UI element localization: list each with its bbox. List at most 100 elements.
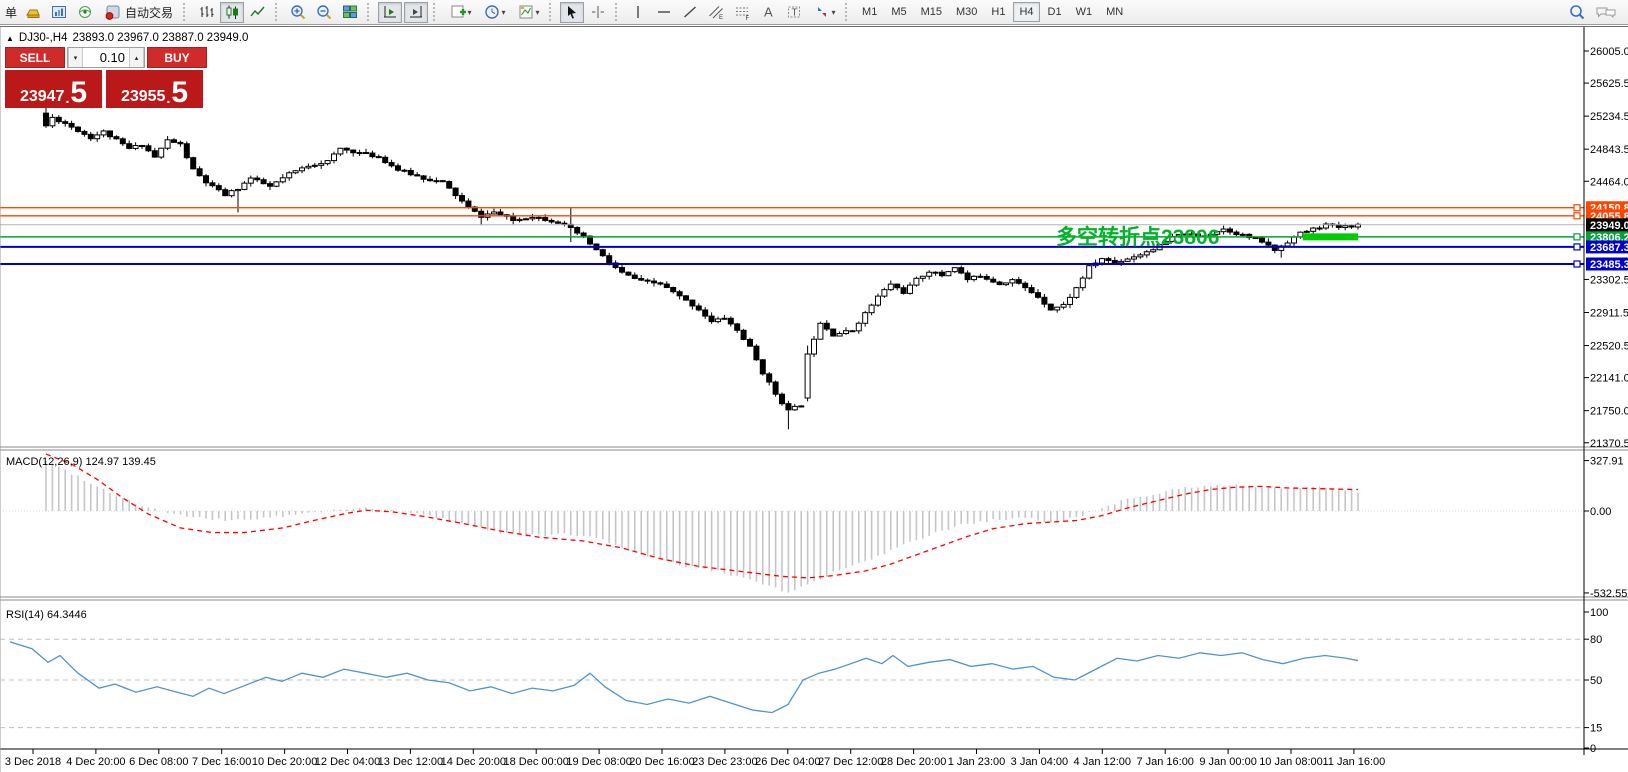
chart-background <box>0 27 1628 772</box>
svg-text:A: A <box>764 5 773 20</box>
periods-button[interactable]: ▾ <box>478 2 510 23</box>
buy-price[interactable]: 23955. 5 <box>106 70 203 108</box>
price-tag <box>1586 257 1628 271</box>
bar-chart-type-icon[interactable] <box>194 2 218 23</box>
volume-increase-button[interactable]: ▴ <box>129 48 144 67</box>
hline-objects-group[interactable] <box>0 204 1584 268</box>
timeframe-group: M1 M5 M15 M30 H1 H4 D1 W1 MN <box>855 2 1130 22</box>
vertical-line-tool-icon[interactable] <box>626 2 650 23</box>
chart-autoscroll-icon[interactable] <box>404 1 429 23</box>
toolbar-grip <box>183 3 189 21</box>
timeframe-W1[interactable]: W1 <box>1070 2 1099 22</box>
time-axis-label: 4 Dec 20:00 <box>66 756 125 768</box>
price-axis[interactable]: 26005.0 25625.5 25234.5 24843.5 24464.0 23302… <box>1584 46 1628 450</box>
timeframe-M5[interactable]: M5 <box>885 2 912 22</box>
price-axis-label: 26005.0 <box>1590 46 1628 58</box>
time-axis-label: 26 Dec 04:00 <box>755 756 820 768</box>
line-handle[interactable] <box>1573 212 1581 220</box>
line-handle[interactable] <box>1573 204 1581 212</box>
chart-title: ▲ DJ30-,H4 23893.0 23967.0 23887.0 23949… <box>6 32 248 44</box>
autotrade-button[interactable]: 自动交易 <box>99 2 178 23</box>
one-click-trading-panel: SELL ▾ 0.10 ▴ BUY 23947. 5 23955. 5 <box>5 47 207 108</box>
timeframe-H1[interactable]: H1 <box>985 2 1011 22</box>
rsi-axis-label: 15 <box>1590 723 1602 735</box>
price-axis-label: 25234.5 <box>1590 111 1628 123</box>
gold-bars-icon[interactable] <box>21 2 45 23</box>
trendline-tool-icon[interactable] <box>678 2 702 23</box>
timeframe-M1[interactable]: M1 <box>856 2 883 22</box>
volume-stepper: ▾ 0.10 ▴ <box>67 47 145 68</box>
time-axis-label: 9 Jan 00:00 <box>1199 756 1257 768</box>
price-axis-label: 25625.5 <box>1590 78 1628 90</box>
text-tool-icon[interactable]: A <box>756 2 780 23</box>
search-icon[interactable] <box>1565 2 1589 23</box>
line-chart-type-icon[interactable] <box>246 2 270 23</box>
time-axis[interactable]: 3 Dec 2018 4 Dec 20:00 6 Dec 08:00 7 Dec 16… <box>5 749 1385 768</box>
fibonacci-tool-icon[interactable]: F <box>730 2 754 23</box>
history-center-icon[interactable] <box>47 2 71 23</box>
rsi-axis-label: 0 <box>1590 743 1596 755</box>
sell-button[interactable]: SELL <box>5 47 65 68</box>
price-axis-label: 22911.5 <box>1590 307 1628 319</box>
templates-button[interactable]: ▾ <box>512 2 544 23</box>
chat-icon[interactable] <box>1591 2 1621 23</box>
tile-windows-icon[interactable] <box>338 2 362 23</box>
chart-shift-icon[interactable] <box>378 1 403 23</box>
line-handle[interactable] <box>1573 243 1581 251</box>
timeframe-M15[interactable]: M15 <box>915 2 948 22</box>
price-tag <box>1586 218 1628 232</box>
macd-axis-label: -532.55 <box>1590 588 1627 600</box>
arrows-tool-button[interactable]: ▾ <box>808 2 840 23</box>
zoom-out-icon[interactable] <box>312 2 336 23</box>
time-axis-label: 4 Jan 12:00 <box>1074 756 1132 768</box>
candlestick-chart-type-icon[interactable] <box>220 1 245 23</box>
timeframe-D1[interactable]: D1 <box>1042 2 1068 22</box>
caret-down-icon: ▾ <box>467 7 472 17</box>
new-order-button[interactable]: 单 <box>5 5 18 20</box>
time-axis-label: 7 Jan 16:00 <box>1136 756 1194 768</box>
chart-canvas[interactable]: 多空转折点23806 26005.0 25625.5 25234.5 24843.5 24… <box>0 27 1628 772</box>
crosshair-tool-icon[interactable] <box>586 2 610 23</box>
price-tag <box>1586 240 1628 254</box>
channel-tool-icon[interactable]: E <box>704 2 728 23</box>
chart-annotation-text[interactable]: 多空转折点23806 <box>1056 225 1219 249</box>
line-handle[interactable] <box>1573 260 1581 268</box>
toolbar-grip <box>433 3 439 21</box>
rsi-pane[interactable]: RSI(14) 64.3446 100 80 50 15 0 <box>0 607 1608 755</box>
buy-button[interactable]: BUY <box>147 47 207 68</box>
volume-input[interactable]: 0.10 <box>99 50 125 65</box>
svg-text:F: F <box>746 16 750 21</box>
price-tag-label: 23949.0 <box>1590 220 1628 232</box>
timeframe-M30[interactable]: M30 <box>950 2 983 22</box>
time-axis-label: 7 Dec 16:00 <box>192 756 251 768</box>
collapse-panel-toggle[interactable]: ▲ <box>6 33 14 43</box>
price-tag-label: 23485.3 <box>1590 259 1628 271</box>
horizontal-line-tool-icon[interactable] <box>652 2 676 23</box>
time-axis-label: 10 Jan 08:00 <box>1259 756 1323 768</box>
price-axis-label: 22520.5 <box>1590 341 1628 353</box>
timeframe-MN[interactable]: MN <box>1100 2 1129 22</box>
time-axis-label: 20 Dec 16:00 <box>629 756 694 768</box>
main-toolbar: 单 自动交易 ▾ ▾ ▾ E F A T ▾ M1 M5 M15 M30 H1 H4 D1 W… <box>0 0 1628 25</box>
macd-pane[interactable]: MACD(12,26,9) 124.97 139.45 327.91 0.00 -53… <box>0 453 1627 600</box>
volume-decrease-button[interactable]: ▾ <box>68 48 83 67</box>
ohlc-values: 23893.0 23967.0 23887.0 23949.0 <box>72 32 249 44</box>
rsi-axis-label: 100 <box>1590 607 1608 619</box>
line-handle[interactable] <box>1573 233 1581 241</box>
sell-price[interactable]: 23947. 5 <box>5 70 102 108</box>
new-chart-button[interactable]: ▾ <box>444 2 476 23</box>
time-axis-label: 11 Jan 16:00 <box>1323 756 1386 768</box>
text-label-tool-icon[interactable]: T <box>782 2 806 23</box>
time-axis-label: 19 Dec 08:00 <box>566 756 631 768</box>
svg-text:E: E <box>719 15 723 21</box>
price-axis-label: 24464.0 <box>1590 176 1628 188</box>
time-axis-label: 13 Dec 12:00 <box>378 756 443 768</box>
timeframe-H4[interactable]: H4 <box>1013 2 1040 22</box>
time-axis-label: 6 Dec 08:00 <box>129 756 188 768</box>
price-axis-label: 22141.0 <box>1590 373 1628 385</box>
cursor-tool-icon[interactable] <box>560 1 585 23</box>
time-axis-label: 3 Jan 04:00 <box>1011 756 1069 768</box>
zoom-in-icon[interactable] <box>286 2 310 23</box>
news-signal-icon[interactable] <box>73 2 97 23</box>
highlighted-line-segment[interactable] <box>1303 233 1358 241</box>
